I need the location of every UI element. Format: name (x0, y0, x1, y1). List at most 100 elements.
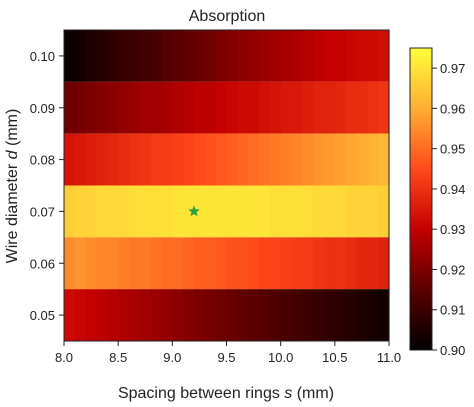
colorbar-tick-label: 0.92 (440, 262, 465, 277)
heatmap-cell (378, 185, 390, 238)
heatmap-cell (204, 289, 217, 341)
x-tick-label: 10.5 (322, 350, 347, 365)
heatmap-cell (226, 81, 238, 134)
heatmap-cell (85, 237, 98, 290)
heatmap-cell (107, 30, 119, 82)
heatmap-cell (183, 30, 195, 82)
heatmap-cell (204, 81, 217, 134)
heatmap-cell (302, 185, 314, 238)
heatmap-cell (118, 237, 130, 290)
x-tick-label: 10.0 (268, 350, 293, 365)
colorbar-tick-label: 0.93 (440, 222, 465, 237)
heatmap-cell (85, 81, 98, 134)
x-tick-label: 9.0 (163, 350, 181, 365)
heatmap-cell (324, 81, 336, 134)
heatmap-cell (334, 30, 347, 82)
heatmap-cell (215, 133, 228, 186)
heatmap-cell (345, 133, 358, 186)
heatmap-cell (334, 289, 347, 341)
y-tick-label: 0.08 (30, 153, 55, 168)
heatmap-cell (139, 30, 152, 82)
heatmap-cell (74, 237, 87, 290)
optimum-marker (188, 205, 200, 217)
heatmap-cell (85, 30, 98, 82)
heatmap-cell (280, 81, 293, 134)
heatmap-cell (291, 289, 303, 341)
heatmap-cell (183, 237, 195, 290)
heatmap-cell (367, 30, 379, 82)
heatmap-cell (356, 133, 368, 186)
heatmap-cell (259, 133, 271, 186)
heatmap-cell (64, 185, 76, 238)
heatmap-cell (356, 185, 368, 238)
heatmap-cell (129, 133, 141, 186)
heatmap-cell (237, 185, 249, 238)
heatmap-cell (259, 81, 271, 134)
heatmap-cell (324, 185, 336, 238)
heatmap-cell (183, 185, 195, 238)
heatmap-cell (183, 133, 195, 186)
heatmap-cell (226, 30, 238, 82)
heatmap-cell (129, 185, 141, 238)
heatmap-cell (194, 185, 206, 238)
heatmap-cell (96, 237, 108, 290)
heatmap-cell (280, 185, 293, 238)
heatmap-cell (172, 133, 184, 186)
colorbar (409, 47, 433, 351)
heatmap-cell (118, 81, 130, 134)
heatmap-cell (161, 185, 173, 238)
heatmap-cell (150, 237, 163, 290)
heatmap-cell (378, 237, 390, 290)
heatmap-cell (334, 81, 347, 134)
heatmap-cell (215, 237, 228, 290)
heatmap-cell (74, 30, 87, 82)
colorbar-tick-label: 0.90 (440, 343, 465, 358)
heatmap-cell (85, 289, 98, 341)
heatmap-cell (324, 133, 336, 186)
heatmap-cell (280, 237, 293, 290)
heatmap-cell (259, 185, 271, 238)
heatmap-cell (118, 133, 130, 186)
heatmap-cell (161, 81, 173, 134)
heatmap-cell (74, 133, 87, 186)
heatmap-cell (291, 185, 303, 238)
heatmap-cell (237, 133, 249, 186)
heatmap-cell (367, 289, 379, 341)
y-axis-title: Wire diameter d (mm) (4, 109, 21, 264)
heatmap-cell (324, 289, 336, 341)
heatmap-cell (204, 237, 217, 290)
heatmap-cell (64, 30, 76, 82)
heatmap-cell (356, 237, 368, 290)
heatmap-cell (215, 289, 228, 341)
x-tick-label: 8.0 (55, 350, 73, 365)
heatmap-cell (334, 237, 347, 290)
chart-title: Absorption (189, 8, 266, 25)
heatmap-cell (150, 30, 163, 82)
heatmap-cell (172, 30, 184, 82)
heatmap-cell (291, 133, 303, 186)
heatmap-cell (280, 289, 293, 341)
heatmap-cell (226, 185, 238, 238)
heatmap-cell (139, 133, 152, 186)
heatmap-cell (269, 30, 282, 82)
y-tick-label: 0.05 (30, 308, 55, 323)
heatmap-cell (237, 30, 249, 82)
colorbar-tick-label: 0.95 (440, 142, 465, 157)
heatmap-cell (204, 30, 217, 82)
heatmap-cell (161, 30, 173, 82)
heatmap-cell (269, 237, 282, 290)
heatmap-cell (64, 133, 76, 186)
heatmap-cell (302, 81, 314, 134)
heatmap-cell (139, 289, 152, 341)
y-axis: 0.05 0.06 0.07 0.08 0.09 0.10 (30, 49, 64, 323)
heatmap-cell (345, 30, 358, 82)
heatmap-cell (64, 237, 76, 290)
heatmap-cell (248, 237, 260, 290)
heatmap-cell (291, 30, 303, 82)
heatmap-cell (96, 185, 108, 238)
heatmap-cell (367, 81, 379, 134)
heatmap-cell (313, 30, 325, 82)
heatmap-cell (334, 185, 347, 238)
heatmap-cell (96, 81, 108, 134)
